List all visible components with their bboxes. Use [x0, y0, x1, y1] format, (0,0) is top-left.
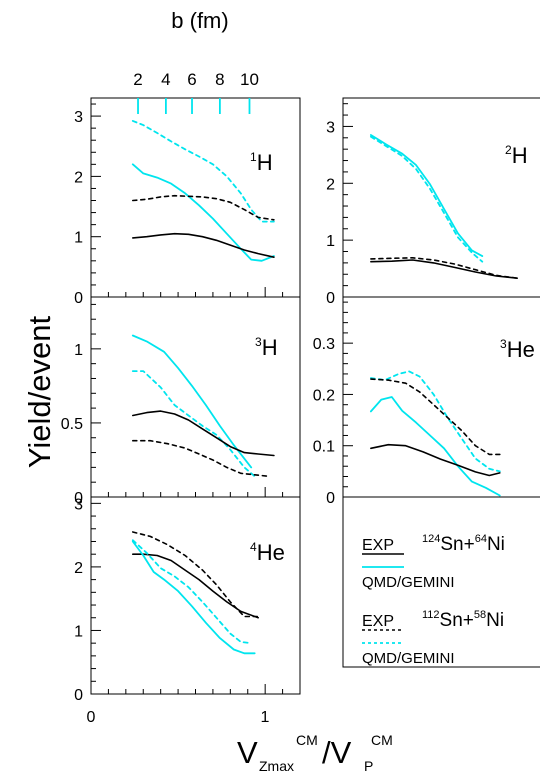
panel-frame: [90, 97, 301, 298]
particle-label: 3H: [255, 335, 278, 360]
particle-symbol: H: [257, 150, 273, 175]
series-solid-model: [131, 540, 256, 655]
top-axis-title: b (fm): [171, 8, 228, 33]
y-tick-label: 0: [74, 290, 83, 307]
legend-row2-system: 112Sn+58Ni: [422, 609, 504, 631]
legend-row1-a-el: Sn+: [440, 534, 474, 555]
panel-2: 0 0.5 1 3H: [61, 296, 301, 507]
x-title-v: V: [237, 735, 258, 770]
particle-mass: 3: [500, 337, 507, 351]
y-tick-label: 0: [74, 490, 83, 507]
particle-mass: 2: [505, 143, 512, 157]
panel-4: 0 1 2 3 4He: [74, 496, 301, 704]
legend-row1-b-el: Ni: [487, 534, 505, 555]
series-dashed-model: [370, 135, 484, 263]
particle-mass: 3: [255, 335, 262, 349]
particle-symbol: H: [512, 143, 528, 168]
particle-mass: 1: [250, 150, 257, 164]
particle-label: 3He: [500, 337, 535, 362]
particle-symbol: He: [507, 337, 535, 362]
particle-mass: 4: [250, 540, 257, 554]
x-tick-label-1: 1: [261, 709, 270, 726]
x-title-sub2: P: [364, 758, 373, 774]
particle-symbol: He: [257, 540, 285, 565]
legend-row1-system: 124Sn+64Ni: [422, 533, 505, 555]
series-solid-exp: [132, 232, 275, 258]
particle-label: 1H: [250, 150, 273, 175]
y-tick-label: 1: [74, 623, 83, 640]
top-axis-ticks: 2 4 6 8 10: [133, 70, 259, 114]
y-tick-label: 1: [326, 233, 335, 250]
y-tick-label: 0.2: [313, 387, 335, 404]
legend-row1-exp: EXP: [362, 537, 394, 554]
top-tick-label: 4: [161, 70, 170, 89]
panel-frame: [342, 296, 540, 498]
y-tick-label: 0.5: [61, 416, 83, 433]
y-tick-label: 3: [326, 119, 335, 136]
x-tick-label-0: 0: [87, 709, 96, 726]
series-dashed-exp: [370, 257, 518, 279]
y-tick-label: 1: [74, 342, 83, 359]
x-title-sup2: CM: [371, 732, 393, 748]
series-dashed-model: [131, 120, 275, 223]
legend-row2-a-mass: 112: [422, 609, 440, 621]
legend-row1-model: QMD/GEMINI: [362, 574, 455, 591]
series-dashed-exp: [132, 439, 270, 478]
series-dashed-exp: [132, 531, 259, 618]
series-dashed-model: [370, 370, 501, 473]
series-solid-model: [131, 163, 275, 262]
y-tick-label: 0: [326, 490, 335, 507]
series-dashed-model: [131, 539, 253, 645]
y-tick-label: 0: [74, 687, 83, 704]
particle-label: 4He: [250, 540, 285, 565]
series-solid-exp: [370, 443, 501, 477]
y-tick-label: 2: [74, 169, 83, 186]
series-solid-model: [131, 334, 253, 469]
legend-row2-model: QMD/GEMINI: [362, 650, 455, 667]
series-solid-exp: [132, 410, 275, 457]
series-dashed-model: [131, 370, 256, 478]
y-tick-label: 0.3: [313, 336, 335, 353]
particle-label: 2H: [505, 143, 528, 168]
x-title-sub1: Zmax: [259, 758, 294, 774]
legend-row2-exp: EXP: [362, 613, 394, 630]
y-tick-label: 3: [74, 496, 83, 513]
top-tick-label: 2: [133, 70, 142, 89]
legend-row1-a-mass: 124: [422, 533, 440, 545]
top-tick-label: 6: [187, 70, 196, 89]
panel-frame: [342, 97, 540, 298]
x-axis-title: V Zmax CM /V P CM: [237, 732, 393, 774]
legend-row2-b-el: Ni: [486, 610, 504, 631]
panel-frame: [90, 296, 301, 498]
legend-frame: [342, 496, 540, 668]
y-tick-label: 2: [326, 176, 335, 193]
y-tick-label: 1: [74, 230, 83, 247]
top-tick-label: 8: [215, 70, 224, 89]
panel-3: 0 0.1 0.2 0.3 3He: [313, 296, 540, 507]
series-dashed-exp: [370, 378, 501, 456]
particle-symbol: H: [262, 335, 278, 360]
legend-row2-b-mass: 58: [474, 609, 486, 621]
x-title-slash: /V: [322, 735, 352, 770]
y-tick-label: 0.1: [313, 439, 335, 456]
legend-row1-b-mass: 64: [475, 533, 487, 545]
series-dashed-exp: [132, 194, 275, 221]
y-tick-label: 0: [326, 290, 335, 307]
series-solid-exp: [370, 259, 518, 279]
y-tick-label: 3: [74, 109, 83, 126]
x-title-sup1: CM: [296, 732, 318, 748]
y-axis-title: Yield/event: [22, 316, 57, 469]
series-solid-exp: [132, 553, 259, 619]
top-tick-label: 10: [240, 70, 259, 89]
legend-row2-a-el: Sn+: [440, 610, 474, 631]
y-tick-label: 2: [74, 560, 83, 577]
series-solid-model: [370, 134, 484, 257]
legend: EXP QMD/GEMINI 124Sn+64Ni EXP QMD/GEMINI…: [342, 496, 540, 668]
series-solid-model: [370, 396, 501, 497]
